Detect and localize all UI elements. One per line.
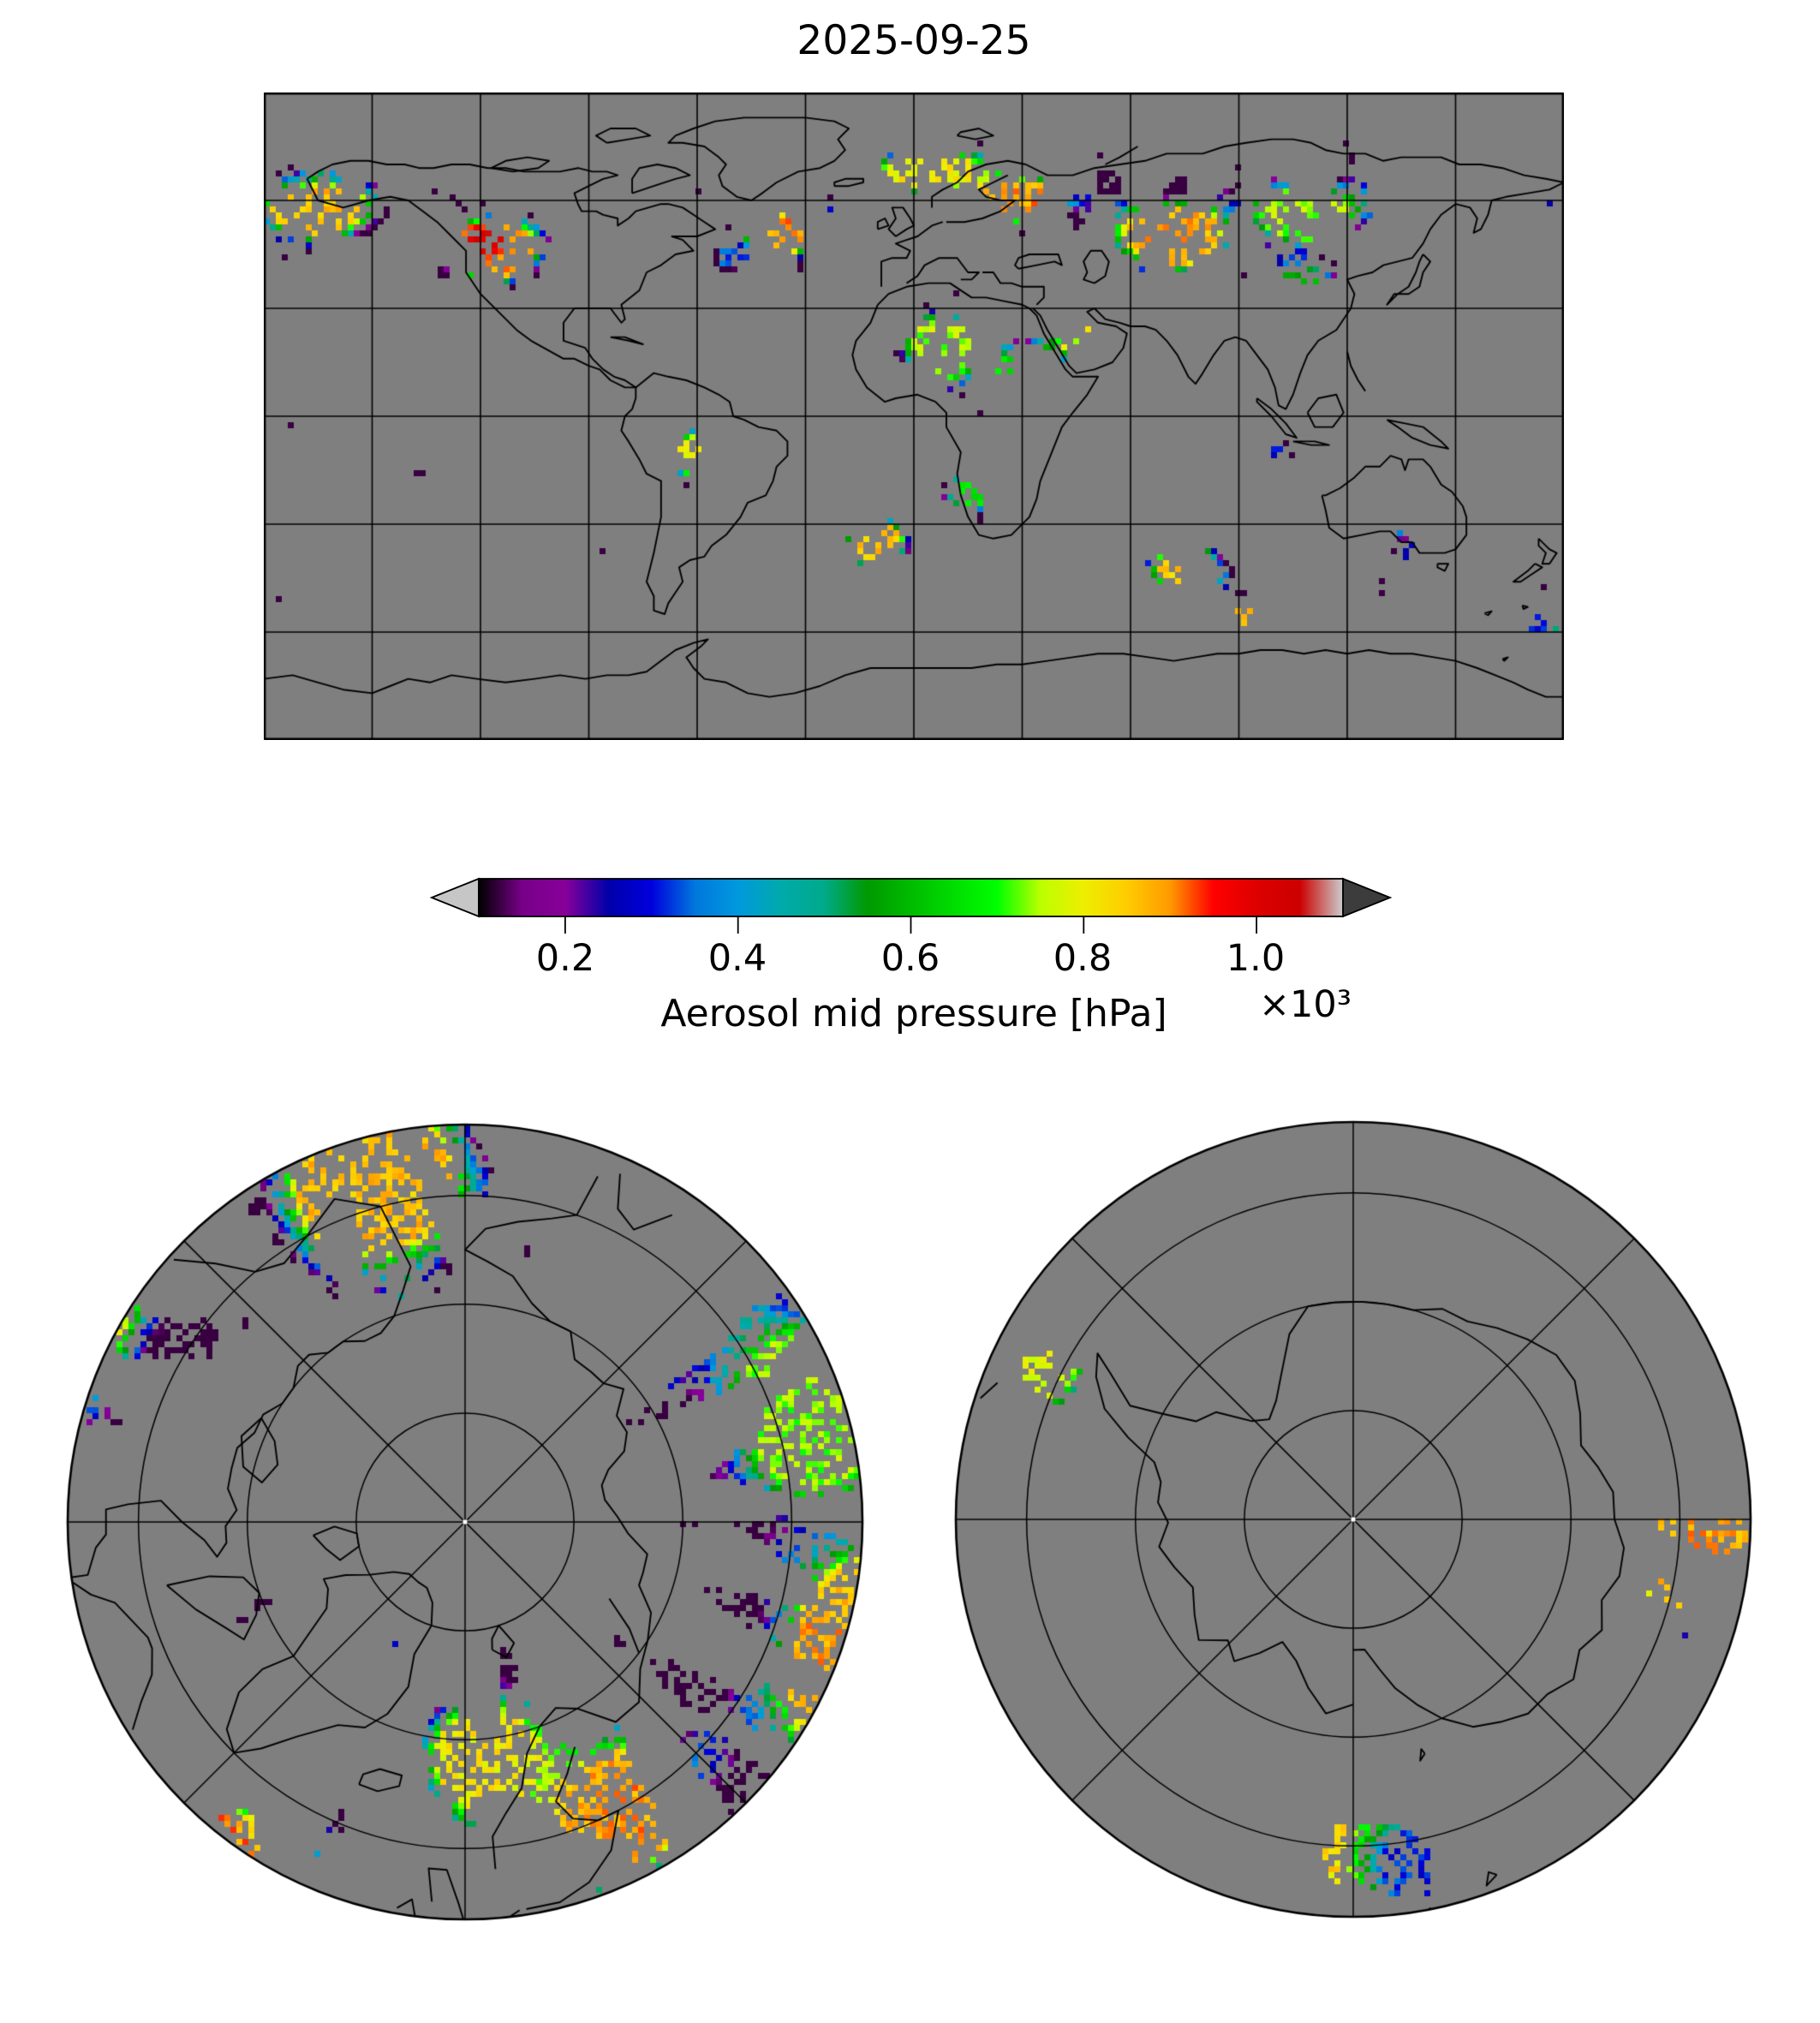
colorbar-label: Aerosol mid pressure [hPa]: [660, 992, 1167, 1035]
colorbar: [429, 877, 1393, 934]
colorbar-tick-label: 1.0: [1226, 937, 1286, 980]
plot-title: 2025-09-25: [797, 17, 1031, 64]
colorbar-gradient: [478, 878, 1344, 917]
global-map-canvas: [264, 92, 1564, 740]
colorbar-tick-label: 0.8: [1053, 937, 1113, 980]
south-polar-map-canvas: [951, 1117, 1756, 1922]
colorbar-offset-text: ×10³: [1259, 983, 1352, 1026]
colorbar-tick-label: 0.6: [880, 937, 940, 980]
colorbar-tick-marks: [564, 916, 1257, 934]
colorbar-under-arrow: [429, 877, 480, 918]
colorbar-over-arrow: [1342, 877, 1393, 918]
north-polar-map-canvas: [63, 1119, 868, 1925]
colorbar-tick-label: 0.4: [707, 937, 767, 980]
colorbar-tick-label: 0.2: [535, 937, 595, 980]
